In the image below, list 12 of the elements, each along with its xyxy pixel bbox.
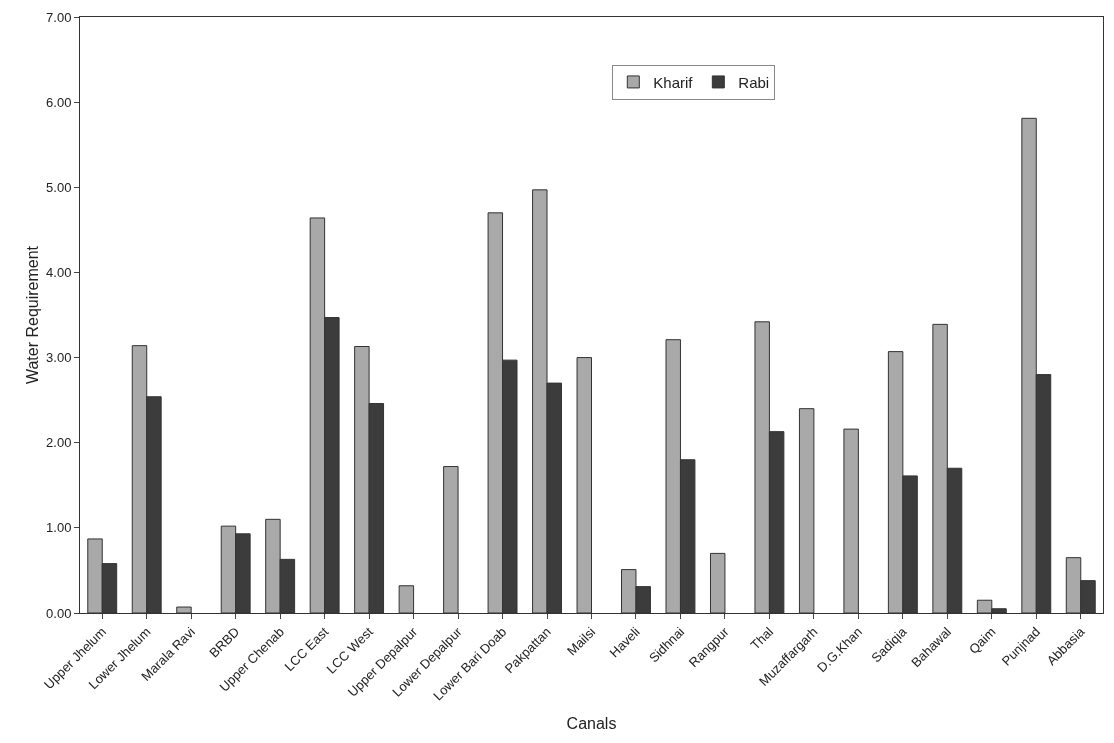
x-axis-title: Canals (566, 714, 617, 732)
y-tick-label: 0.00 (46, 605, 72, 621)
y-tick-label: 4.00 (46, 264, 72, 280)
y-tick-label: 3.00 (46, 350, 72, 366)
legend-label: Kharif (653, 73, 694, 91)
y-axis-title: Water Requirement (24, 245, 41, 385)
legend-label: Rabi (738, 73, 770, 91)
y-tick-label: 2.00 (46, 435, 72, 451)
y-tick-label: 7.00 (46, 9, 72, 25)
y-tick-label: 1.00 (46, 520, 72, 536)
y-tick-label: 6.00 (46, 94, 72, 110)
y-tick-label: 5.00 (46, 179, 72, 195)
